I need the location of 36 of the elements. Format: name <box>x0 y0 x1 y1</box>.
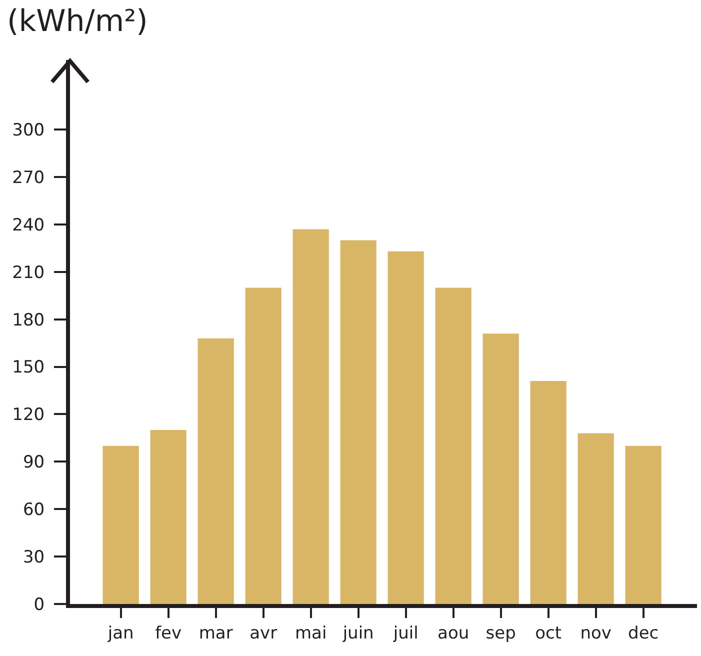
x-tick-label: mar <box>198 623 233 644</box>
x-tick-label: mai <box>294 623 327 644</box>
y-tick-label: 120 <box>12 405 45 426</box>
x-tick-label: nov <box>580 623 612 644</box>
bar <box>435 288 472 604</box>
bar <box>245 288 282 604</box>
y-tick-label: 60 <box>22 500 45 520</box>
x-tick-label: fev <box>155 623 182 644</box>
x-tick-label: sep <box>486 623 516 644</box>
y-tick-label: 90 <box>22 452 45 473</box>
bar <box>198 338 234 604</box>
y-tick-label: 0 <box>34 594 45 615</box>
y-tick-label: 180 <box>12 310 45 330</box>
bar <box>578 433 614 604</box>
bar <box>625 446 662 604</box>
x-tick-label: juil <box>392 623 418 644</box>
x-tick-label: aou <box>438 623 470 644</box>
bar <box>150 430 186 604</box>
x-tick-label: avr <box>250 623 278 644</box>
x-tick-label: oct <box>535 623 562 644</box>
y-axis-title: (kWh/m²) <box>7 4 148 39</box>
x-tick-label: jan <box>106 623 134 644</box>
bar <box>292 229 329 604</box>
x-tick-label: dec <box>628 623 659 644</box>
y-tick-label: 30 <box>22 548 45 568</box>
bar <box>388 251 424 604</box>
y-tick-label: 240 <box>12 215 45 236</box>
y-tick-label: 210 <box>12 262 45 283</box>
y-tick-label: 300 <box>12 120 45 141</box>
bar <box>530 381 566 604</box>
x-tick-label: juin <box>342 623 374 644</box>
bar <box>482 334 519 604</box>
bar <box>102 446 139 604</box>
bar <box>340 240 376 604</box>
y-tick-label: 270 <box>12 168 45 188</box>
y-tick-label: 150 <box>12 358 45 378</box>
